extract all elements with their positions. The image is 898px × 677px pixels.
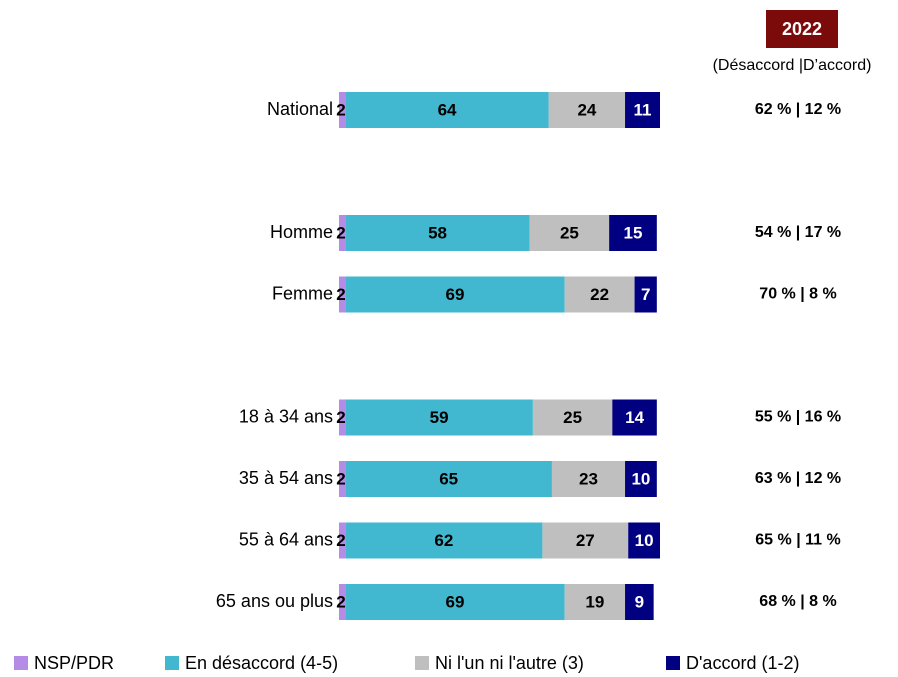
value-label: 69: [446, 592, 465, 611]
bar-segment: [548, 92, 626, 128]
bar-segment: [625, 92, 660, 128]
category-label: National: [267, 99, 333, 119]
value-label: 65: [439, 469, 458, 488]
side-value: 54 % | 17 %: [755, 224, 841, 241]
bar-segment: [532, 399, 613, 436]
side-value: 62 % | 12 %: [755, 101, 841, 118]
bar-segment: [339, 92, 346, 128]
value-label: 25: [560, 223, 579, 242]
legend-label: NSP/PDR: [34, 653, 114, 673]
value-label: 58: [428, 223, 447, 242]
value-label: 2: [336, 408, 345, 427]
value-label: 24: [577, 100, 596, 119]
value-label: 2: [336, 223, 345, 242]
bar-segment: [345, 522, 543, 559]
value-label: 2: [336, 531, 345, 550]
side-value: 63 % | 12 %: [755, 470, 841, 487]
bar-segment: [339, 461, 346, 497]
value-label: 64: [438, 100, 457, 119]
value-label: 27: [576, 531, 595, 550]
value-label: 19: [585, 592, 604, 611]
bar-segment: [345, 215, 530, 251]
value-label: 22: [590, 285, 609, 304]
bar-segment: [625, 584, 654, 620]
bar-segment: [625, 461, 657, 497]
side-value: 55 % | 16 %: [755, 409, 841, 426]
category-label: 18 à 34 ans: [239, 406, 333, 426]
category-label: 65 ans ou plus: [216, 591, 333, 611]
category-label: 35 à 54 ans: [239, 468, 333, 488]
bar-segment: [345, 461, 552, 497]
value-label: 2: [336, 285, 345, 304]
value-label: 59: [430, 408, 449, 427]
value-label: 11: [634, 100, 652, 119]
value-label: 2: [336, 592, 345, 611]
legend-swatch: [666, 656, 680, 670]
bar-segment: [339, 522, 346, 559]
bar-segment: [628, 522, 660, 559]
value-label: 25: [563, 408, 582, 427]
bar-segment: [551, 461, 626, 497]
bar-segment: [564, 276, 635, 313]
legend-swatch: [415, 656, 429, 670]
bar-segment: [564, 584, 626, 620]
value-label: 10: [635, 531, 654, 550]
legend-label: En désaccord (4-5): [185, 653, 338, 673]
category-label: Femme: [272, 283, 333, 303]
bar-segment: [612, 399, 657, 436]
value-label: 7: [641, 285, 650, 304]
value-label: 15: [624, 223, 643, 242]
value-label: 10: [631, 469, 650, 488]
value-label: 9: [635, 592, 644, 611]
bar-segment: [339, 584, 346, 620]
side-value: 68 % | 8 %: [759, 593, 836, 610]
legend-swatch: [165, 656, 179, 670]
value-label: 62: [434, 531, 453, 550]
value-label: 23: [579, 469, 598, 488]
value-label: 2: [336, 100, 345, 119]
bar-segment: [339, 215, 346, 251]
bar-segment: [345, 584, 565, 620]
bar-segment: [345, 399, 533, 436]
value-label: 69: [446, 285, 465, 304]
side-title-box: [766, 10, 838, 48]
bar-segment: [609, 215, 657, 251]
side-value: 65 % | 11 %: [755, 532, 840, 549]
side-title: 2022: [782, 19, 822, 39]
value-label: 14: [625, 408, 644, 427]
legend-label: Ni l'un ni l'autre (3): [435, 653, 584, 673]
legend-label: D'accord (1-2): [686, 653, 799, 673]
bar-segment: [339, 399, 346, 436]
bar-segment: [339, 276, 346, 313]
side-subtitle: (Désaccord |D’accord): [713, 57, 872, 74]
bar-segment: [634, 276, 657, 313]
side-value: 70 % | 8 %: [759, 286, 836, 303]
category-label: 55 à 64 ans: [239, 529, 333, 549]
bar-segment: [529, 215, 610, 251]
bar-segment: [345, 92, 549, 128]
legend-swatch: [14, 656, 28, 670]
value-label: 2: [336, 469, 345, 488]
bar-segment: [345, 276, 565, 313]
bar-segment: [542, 522, 629, 559]
category-label: Homme: [270, 222, 333, 242]
